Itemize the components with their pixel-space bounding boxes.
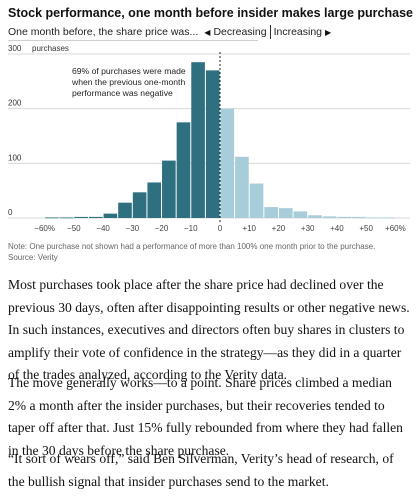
toggle-divider	[269, 25, 271, 39]
histogram-bar	[59, 217, 74, 219]
histogram-bar	[205, 70, 220, 219]
x-tick-label: +30	[301, 224, 315, 233]
performance-toggle: One month before, the share price was...…	[8, 24, 331, 40]
histogram-bar	[74, 216, 88, 218]
histogram-bar	[162, 160, 176, 218]
y-ticks: 300 200 100 0	[8, 44, 22, 217]
article-paragraph-3: “It sort of wears off,” said Ben Silverm…	[8, 451, 394, 489]
annotation-line-2: when the previous one-month	[71, 77, 185, 87]
histogram-bar	[337, 216, 352, 218]
histogram-bar	[249, 183, 264, 218]
toggle-underline	[8, 40, 258, 41]
x-tick-label: +50	[359, 224, 373, 233]
caret-left-icon: ◀	[204, 27, 211, 37]
y-axis-label: purchases	[32, 44, 69, 53]
source-text: Source: Verity	[8, 252, 58, 262]
article-paragraph-2: The move generally works—to a point. Sha…	[8, 375, 403, 458]
x-tick-label: 0	[218, 224, 223, 233]
x-tick-label: +10	[242, 224, 256, 233]
histogram-bar	[381, 217, 395, 219]
histogram-chart: 300 200 100 0 purchases 69% of purchases we…	[8, 44, 410, 233]
histogram-bar	[352, 216, 366, 218]
x-ticks: −60% −50 −40 −30 −20 −10 0 +10 +20 +30 +40 +50 +60%	[34, 224, 405, 233]
annotation-line-3: performance was negative	[72, 88, 173, 98]
histogram-bar	[88, 216, 103, 218]
toggle-increasing[interactable]: Increasing	[273, 26, 323, 38]
note-text: Note: One purchase not shown had a perfo…	[8, 242, 376, 251]
y-tick-label: 100	[8, 153, 22, 162]
histogram-bar	[366, 217, 381, 219]
histogram-bar	[191, 62, 205, 219]
histogram-bar	[118, 202, 132, 218]
chart-title: Stock performance, one month before insi…	[8, 6, 413, 20]
histogram-bar	[132, 192, 147, 218]
histogram-bar	[235, 156, 249, 218]
histogram-bar	[264, 207, 278, 218]
toggle-lead-text: One month before, the share price was...	[8, 26, 199, 38]
x-tick-label: −40	[96, 224, 110, 233]
x-tick-label: −10	[184, 224, 198, 233]
x-tick-label: +20	[272, 224, 286, 233]
x-tick-label: −60%	[34, 224, 55, 233]
histogram-bar	[176, 122, 191, 218]
toggle-decreasing[interactable]: Decreasing	[213, 26, 267, 38]
y-tick-label: 0	[8, 208, 13, 217]
x-tick-label: −50	[67, 224, 81, 233]
article-paragraph-1: Most purchases took place after the shar…	[8, 277, 410, 382]
histogram-bar	[278, 208, 293, 218]
histogram-bar	[322, 216, 337, 218]
x-tick-label: +40	[330, 224, 344, 233]
y-tick-label: 200	[8, 99, 22, 108]
y-tick-label: 300	[8, 44, 22, 53]
x-tick-label: +60%	[385, 224, 406, 233]
annotation-line-1: 69% of purchases were made	[72, 66, 186, 76]
histogram-bar	[293, 211, 308, 218]
bars	[45, 62, 395, 219]
histogram-bar	[103, 213, 118, 218]
chart-note: Note: One purchase not shown had a perfo…	[8, 242, 412, 263]
histogram-bar	[220, 108, 235, 218]
histogram-bar	[147, 182, 162, 218]
histogram-bar	[45, 217, 59, 219]
histogram-bar	[308, 215, 322, 218]
x-tick-label: −30	[126, 224, 140, 233]
caret-right-icon: ▶	[325, 27, 332, 37]
x-tick-label: −20	[155, 224, 169, 233]
